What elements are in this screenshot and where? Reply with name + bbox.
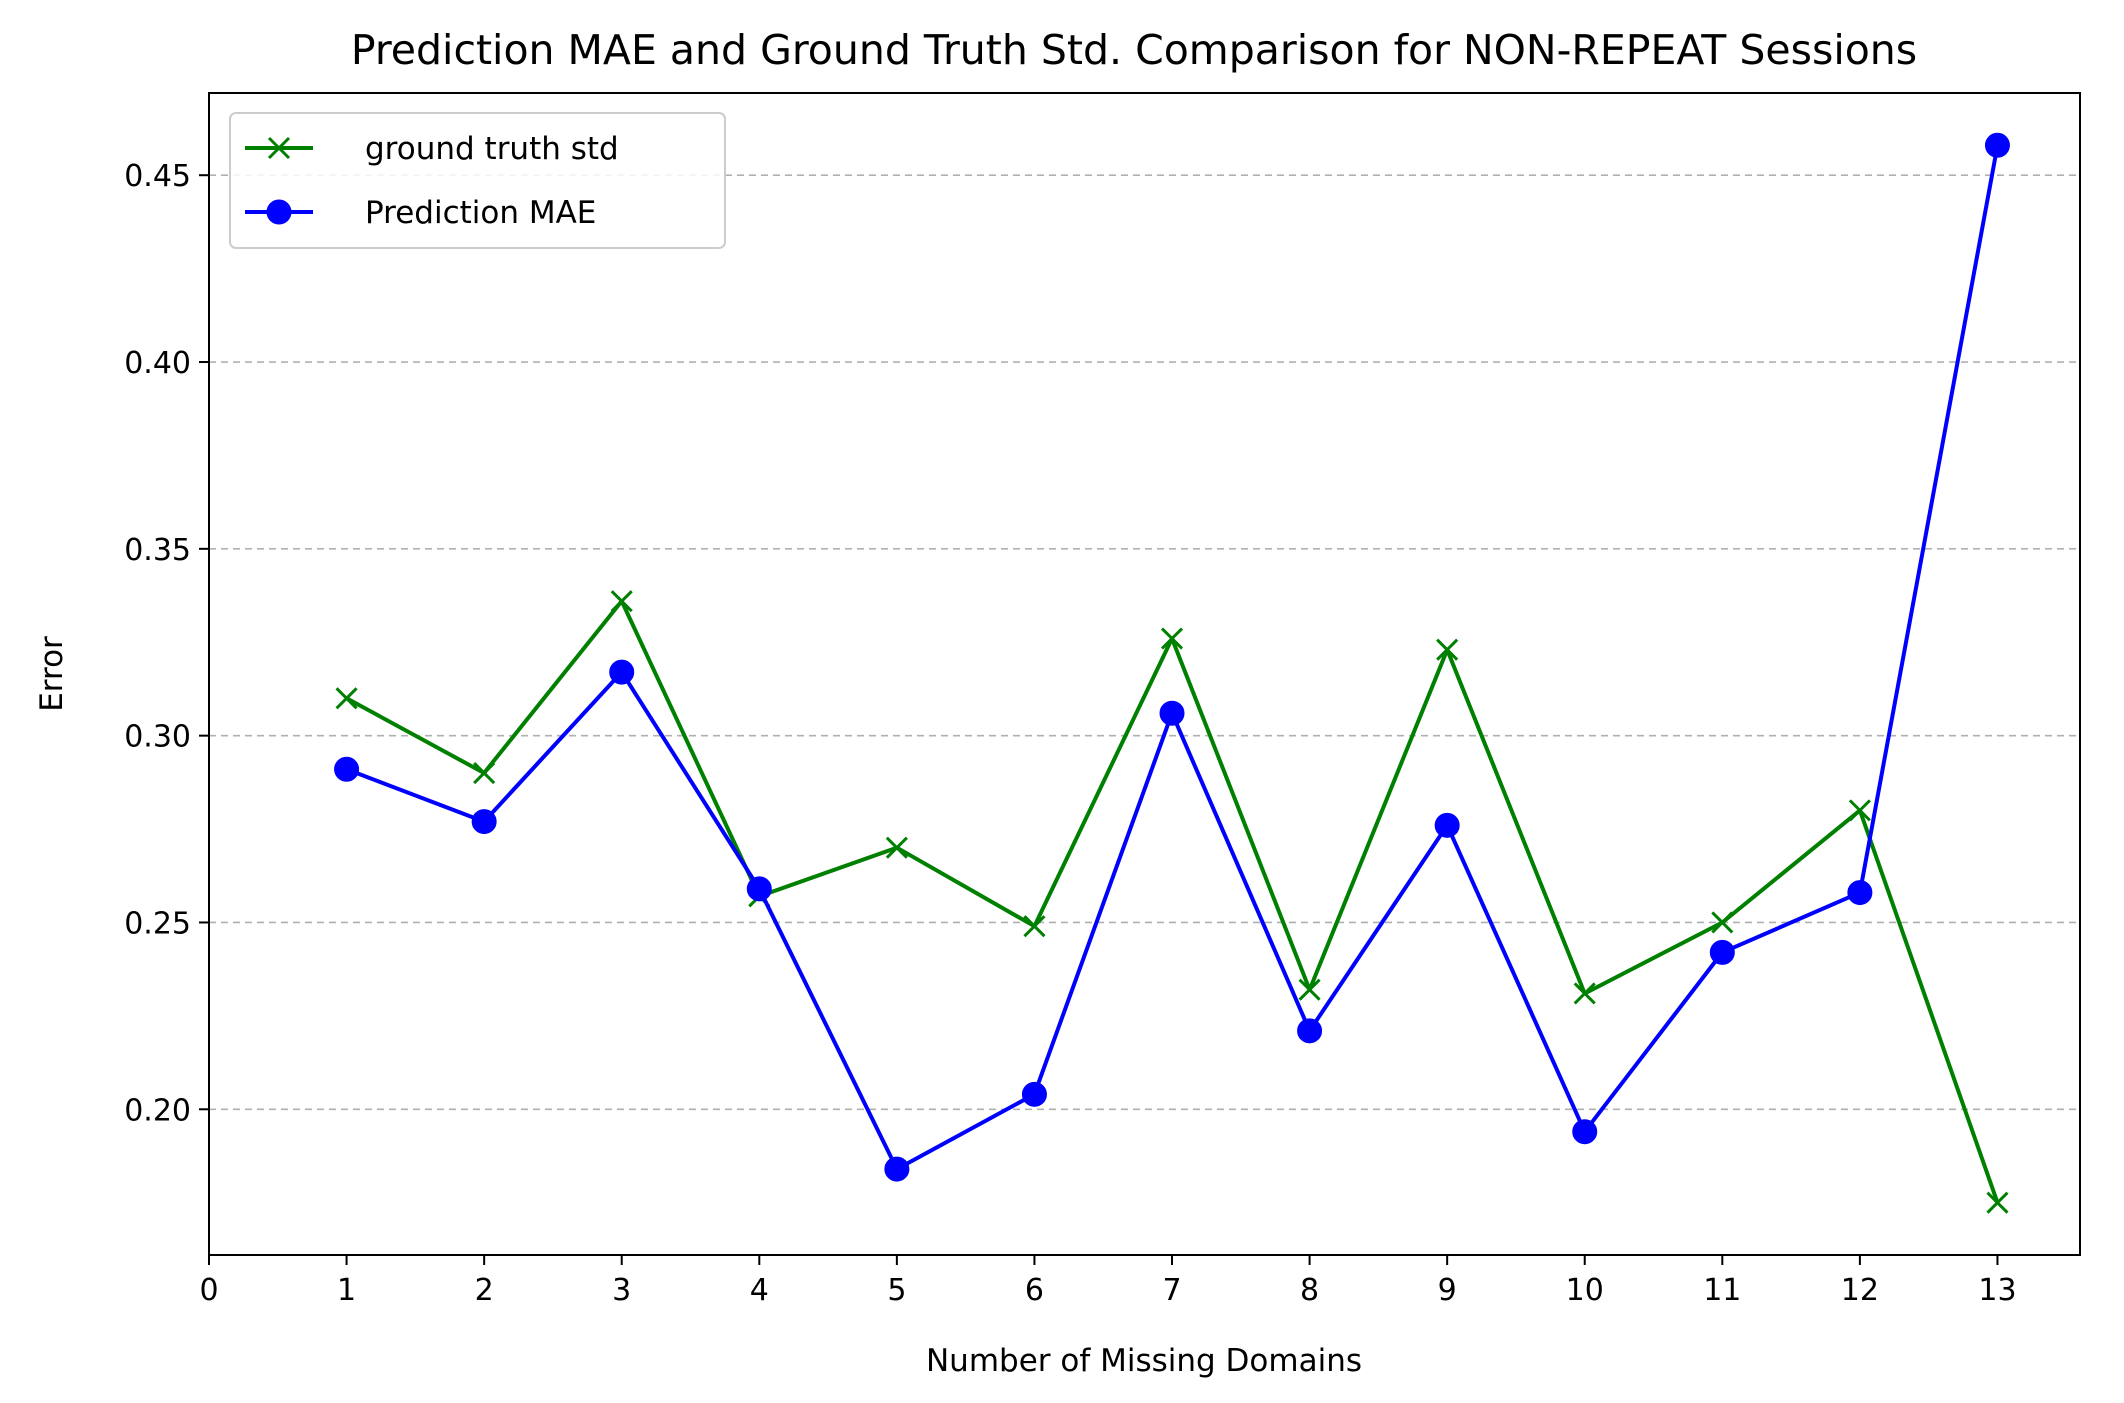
legend-marker (267, 136, 291, 160)
data-point (1573, 982, 1596, 1005)
data-point (1298, 978, 1321, 1001)
data-point (610, 590, 633, 613)
axis-layer: 0.200.250.300.350.400.450 1 2 3 4 5 6 7 8 9 10 11 12… (124, 159, 2016, 1308)
x-marker-stroke (1711, 911, 1734, 934)
data-point (1572, 1119, 1598, 1145)
data-point (1021, 1081, 1047, 1107)
y-tick-label: 0.20 (124, 1093, 191, 1128)
x-marker-stroke (473, 761, 496, 785)
data-point (1986, 1191, 2009, 1214)
data-point (885, 836, 908, 859)
x-marker-stroke (267, 136, 291, 160)
grid-layer (209, 174, 2080, 1111)
legend-label: Prediction MAE (365, 195, 596, 231)
data-point (1434, 812, 1460, 838)
x-tick-label: 11 (1703, 1273, 1741, 1308)
data-point (1711, 911, 1734, 934)
y-tick-label: 0.25 (124, 906, 191, 941)
y-tick-label: 0.30 (124, 720, 191, 755)
x-tick-label: 13 (1978, 1273, 2016, 1308)
data-point (335, 687, 358, 710)
legend-label: ground truth std (365, 131, 619, 167)
x-tick-label: 6 (1025, 1273, 1044, 1308)
x-marker-stroke (885, 836, 908, 859)
x-marker-stroke (1848, 799, 1871, 822)
y-axis-label: Error (34, 636, 70, 712)
plot-frame (208, 92, 2081, 1256)
legend-entry: ground truth std (245, 131, 619, 167)
data-point (746, 876, 772, 902)
x-marker-stroke (335, 687, 358, 710)
legend: ground truth std Prediction MAE (229, 112, 726, 249)
data-point (884, 1156, 910, 1182)
series-layer (334, 132, 2010, 1214)
data-point (1436, 638, 1459, 661)
x-tick-label: 7 (1162, 1273, 1181, 1308)
x-tick-label: 8 (1300, 1273, 1319, 1308)
data-point (1297, 1018, 1323, 1044)
x-marker-stroke (1573, 982, 1596, 1005)
x-tick-label: 12 (1841, 1273, 1879, 1308)
x-tick-label: 4 (750, 1273, 769, 1308)
x-marker-stroke (1986, 1191, 2009, 1214)
y-tick-label: 0.35 (124, 533, 191, 568)
x-tick-label: 0 (199, 1273, 218, 1308)
series-2 (334, 132, 2010, 1182)
legend-box (229, 112, 726, 249)
y-tick-label: 0.40 (124, 346, 191, 381)
x-marker-stroke (1160, 627, 1184, 650)
data-point (1847, 880, 1873, 906)
x-marker-stroke (1023, 915, 1046, 938)
x-marker-stroke (610, 590, 633, 613)
data-point (1159, 700, 1185, 726)
series-line (345, 599, 2000, 1204)
x-axis-label: Number of Missing Domains (926, 1343, 1362, 1379)
data-point (473, 761, 496, 785)
chart-title: Prediction MAE and Ground Truth Std. Com… (351, 26, 1917, 74)
data-point (334, 756, 360, 782)
series-1 (335, 590, 2009, 1214)
x-tick-label: 10 (1566, 1273, 1604, 1308)
data-point (1160, 627, 1184, 650)
data-point (1984, 132, 2010, 158)
data-point (1848, 799, 1871, 822)
data-point (609, 659, 635, 685)
data-point (1709, 939, 1735, 965)
y-tick-label: 0.45 (124, 159, 191, 194)
x-tick-label: 2 (475, 1273, 494, 1308)
legend-marker (266, 199, 292, 225)
x-tick-label: 5 (887, 1273, 906, 1308)
x-marker-stroke (1298, 978, 1321, 1001)
data-point (471, 809, 497, 835)
data-point (1023, 915, 1046, 938)
series-line (345, 144, 2000, 1172)
x-tick-label: 3 (612, 1273, 631, 1308)
x-tick-label: 1 (337, 1273, 356, 1308)
x-tick-label: 9 (1438, 1273, 1457, 1308)
x-marker-stroke (1436, 638, 1459, 661)
legend-entry: Prediction MAE (245, 195, 596, 231)
